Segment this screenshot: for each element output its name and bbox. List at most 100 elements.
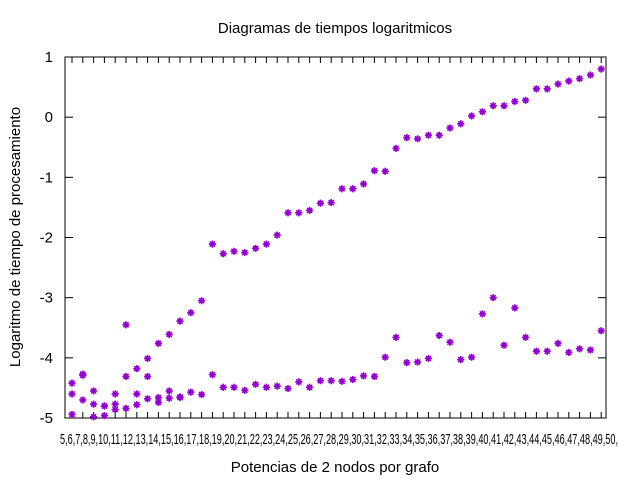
chart-title: Diagramas de tiempos logaritmicos — [218, 20, 452, 37]
point-s0-19 — [273, 231, 281, 239]
point-s0-33 — [424, 131, 432, 139]
y-tick-label: -1 — [40, 169, 53, 186]
point-s1-7 — [144, 372, 152, 381]
point-s2-3 — [100, 411, 108, 420]
point-s1-9 — [165, 387, 173, 395]
point-s1-31 — [403, 359, 411, 367]
point-s0-29 — [381, 167, 389, 175]
point-s1-43 — [532, 347, 540, 355]
point-s0-44 — [543, 85, 551, 93]
data-points — [68, 65, 605, 421]
point-s0-27 — [360, 180, 368, 188]
point-s1-49 — [597, 327, 605, 335]
point-s1-40 — [500, 341, 508, 349]
point-s0-10 — [176, 317, 184, 325]
point-s0-21 — [295, 209, 303, 217]
point-s0-37 — [468, 112, 476, 120]
point-s1-32 — [414, 358, 422, 366]
point-s0-24 — [327, 199, 335, 207]
point-s0-41 — [511, 97, 519, 106]
point-s1-5 — [122, 372, 130, 381]
point-s1-39 — [489, 294, 497, 302]
point-s0-0 — [68, 379, 76, 387]
point-s0-18 — [262, 240, 270, 248]
point-s0-49 — [597, 65, 605, 73]
point-s1-44 — [543, 347, 551, 355]
point-s1-28 — [370, 372, 378, 381]
y-tick-label: -2 — [40, 230, 53, 247]
point-s0-14 — [219, 250, 227, 258]
point-s0-48 — [586, 71, 594, 79]
point-s1-22 — [306, 383, 314, 391]
point-s1-18 — [262, 383, 270, 391]
point-s0-5 — [122, 321, 130, 329]
y-tick-label: 0 — [45, 109, 53, 126]
point-s0-31 — [403, 134, 411, 142]
point-s1-8 — [154, 393, 162, 402]
point-s0-6 — [133, 365, 141, 373]
point-s0-43 — [532, 85, 540, 93]
point-s1-25 — [338, 377, 346, 385]
point-s2-7 — [144, 395, 152, 403]
point-s1-13 — [208, 371, 216, 379]
point-s1-35 — [446, 338, 454, 346]
point-s0-39 — [489, 102, 497, 110]
point-s1-15 — [230, 383, 238, 391]
point-s0-13 — [208, 240, 216, 248]
point-s1-42 — [522, 333, 530, 341]
point-s0-34 — [435, 131, 443, 139]
point-s0-2 — [90, 387, 98, 395]
point-s1-23 — [316, 377, 324, 385]
point-s1-45 — [554, 339, 562, 347]
point-s1-1 — [79, 396, 87, 404]
y-tick-label: -4 — [40, 350, 53, 367]
point-s1-2 — [90, 400, 98, 408]
point-s1-6 — [133, 390, 141, 398]
point-s0-36 — [457, 120, 465, 128]
point-s1-48 — [586, 346, 594, 354]
point-s0-35 — [446, 124, 454, 132]
point-s0-12 — [198, 297, 206, 305]
point-s1-19 — [273, 382, 281, 390]
point-s0-9 — [165, 330, 173, 338]
point-s2-9 — [165, 394, 173, 402]
x-axis-title: Potencias de 2 nodos por grafo — [231, 459, 439, 476]
point-s0-28 — [370, 167, 378, 175]
point-s1-24 — [327, 377, 335, 385]
point-s0-7 — [144, 354, 152, 363]
point-s1-36 — [457, 356, 465, 364]
point-s2-10 — [176, 393, 184, 401]
point-s0-47 — [576, 75, 584, 83]
x-axis-ticks — [71, 57, 602, 418]
point-s0-46 — [565, 77, 573, 85]
point-s0-23 — [316, 199, 324, 207]
point-s2-2 — [90, 413, 98, 421]
point-s2-4 — [111, 405, 119, 414]
point-s1-16 — [241, 386, 249, 394]
point-s0-25 — [338, 185, 346, 193]
point-s0-22 — [306, 206, 314, 215]
y-axis-title: Logaritmo de tiempo de procesamiento — [7, 107, 24, 367]
y-tick-label: 1 — [45, 49, 53, 66]
point-s0-32 — [414, 135, 422, 143]
point-s0-15 — [230, 247, 238, 255]
point-s1-34 — [435, 331, 443, 340]
point-s1-37 — [468, 353, 476, 361]
x-tick-labels: 5,6,7,8,9,10,11,12,13,14,15,16,17,18,19,… — [60, 431, 618, 448]
point-s0-11 — [187, 309, 195, 317]
y-axis: -5 -4 -3 -2 -1 0 1 — [40, 49, 606, 427]
point-s0-42 — [522, 96, 530, 104]
point-s0-30 — [392, 144, 400, 153]
point-s0-26 — [349, 185, 357, 193]
point-s1-26 — [349, 375, 357, 384]
point-s1-17 — [252, 380, 260, 388]
point-s1-20 — [284, 384, 292, 393]
point-s2-8 — [154, 398, 162, 406]
point-s1-38 — [478, 310, 486, 318]
y-tick-label: -3 — [40, 290, 53, 307]
y-tick-label: -5 — [40, 410, 53, 427]
point-s1-30 — [392, 333, 400, 341]
point-s1-47 — [576, 345, 584, 353]
point-s0-4 — [111, 390, 119, 398]
